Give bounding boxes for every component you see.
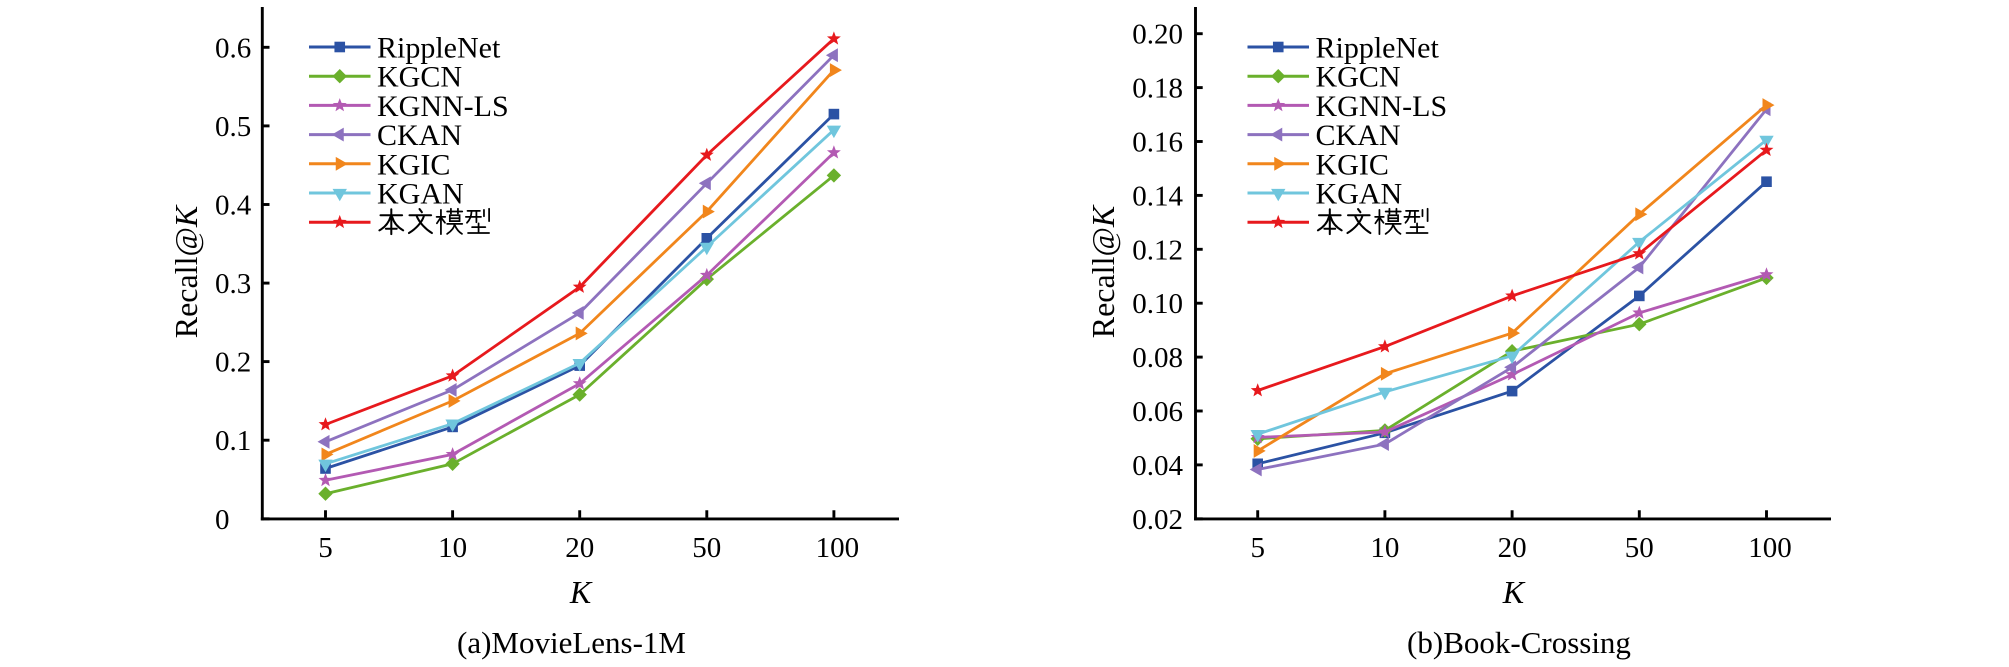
svg-text:RippleNet: RippleNet [1316,32,1440,65]
svg-text:KGCN: KGCN [1316,61,1401,94]
svg-text:KGNN-LS: KGNN-LS [1316,90,1448,123]
svg-text:50: 50 [1625,532,1654,564]
svg-text:K: K [569,574,593,610]
svg-text:RippleNet: RippleNet [377,32,501,65]
svg-text:0.02: 0.02 [1132,504,1183,536]
svg-text:CKAN: CKAN [1316,119,1401,152]
svg-text:0.5: 0.5 [215,111,251,143]
svg-text:10: 10 [438,532,467,564]
svg-text:KGAN: KGAN [1316,178,1403,211]
svg-text:0.12: 0.12 [1132,234,1183,266]
svg-text:0.20: 0.20 [1132,19,1183,51]
svg-text:0.06: 0.06 [1132,396,1183,428]
svg-text:KGIC: KGIC [377,148,450,181]
svg-text:50: 50 [692,532,721,564]
svg-text:K: K [1502,574,1526,610]
svg-text:0.16: 0.16 [1132,127,1183,159]
svg-text:KGCN: KGCN [377,61,462,94]
svg-text:Recall@K: Recall@K [1085,204,1121,338]
svg-text:0: 0 [215,504,230,536]
svg-text:KGIC: KGIC [1316,148,1389,181]
svg-text:(a)MovieLens-1M: (a)MovieLens-1M [457,625,686,660]
svg-text:CKAN: CKAN [377,119,462,152]
svg-text:KGAN: KGAN [377,178,464,211]
svg-text:Recall@K: Recall@K [168,204,204,338]
svg-text:20: 20 [1498,532,1527,564]
svg-text:5: 5 [1250,532,1265,564]
svg-text:100: 100 [816,532,860,564]
svg-text:20: 20 [565,532,594,564]
svg-text:0.2: 0.2 [215,347,251,379]
svg-text:10: 10 [1370,532,1399,564]
svg-text:100: 100 [1748,532,1792,564]
svg-text:0.08: 0.08 [1132,342,1183,374]
svg-text:0.3: 0.3 [215,268,251,300]
svg-text:0.04: 0.04 [1132,450,1183,482]
svg-text:KGNN-LS: KGNN-LS [377,90,509,123]
svg-text:5: 5 [318,532,333,564]
svg-text:0.6: 0.6 [215,32,251,64]
svg-text:(b)Book-Crossing: (b)Book-Crossing [1407,625,1631,660]
svg-text:0.18: 0.18 [1132,73,1183,105]
svg-text:0.14: 0.14 [1132,180,1183,212]
svg-text:0.10: 0.10 [1132,288,1183,320]
svg-text:0.4: 0.4 [215,190,252,222]
svg-text:0.1: 0.1 [215,425,251,457]
